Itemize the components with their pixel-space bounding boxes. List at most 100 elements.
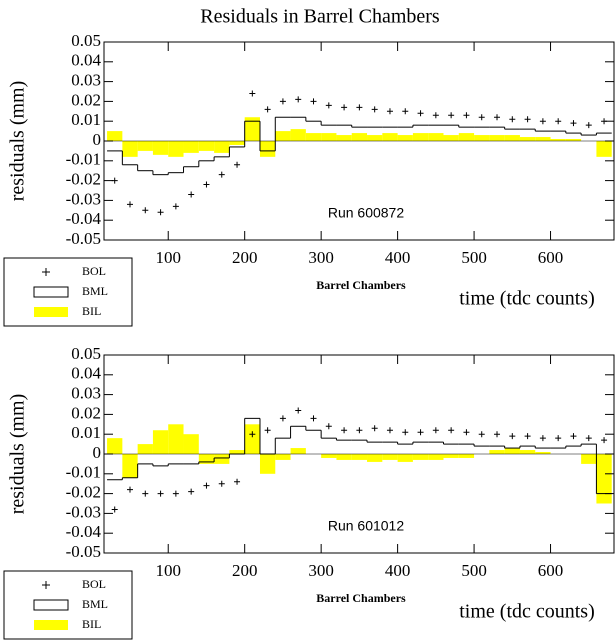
bar — [305, 133, 322, 141]
marker — [463, 112, 470, 119]
bar — [351, 454, 368, 460]
marker — [570, 433, 577, 440]
bar — [504, 448, 520, 454]
bar — [198, 454, 215, 464]
bar — [458, 133, 475, 141]
y-axis-label: residuals (mm) — [7, 81, 29, 202]
y-tick-label: 0.01 — [71, 110, 101, 129]
bar — [397, 135, 413, 141]
bar — [550, 139, 566, 141]
bar — [244, 117, 260, 141]
bar — [443, 454, 459, 458]
marker — [218, 171, 225, 178]
annotation: Run 601012 — [328, 518, 405, 534]
bar — [137, 141, 153, 151]
x-axis-sublabel: Barrel Chambers — [316, 278, 406, 292]
legend-symbol — [33, 599, 69, 611]
bar — [107, 438, 123, 454]
x-tick-label: 600 — [538, 248, 564, 267]
y-tick-label: -0.01 — [66, 463, 101, 482]
bar — [321, 133, 337, 141]
bar — [229, 450, 245, 454]
marker — [310, 415, 317, 422]
bar — [244, 424, 260, 454]
bar — [489, 450, 505, 454]
bar — [229, 141, 245, 145]
bar — [290, 129, 306, 141]
bar — [321, 454, 337, 458]
marker — [555, 435, 562, 442]
legend-label: BML — [82, 597, 108, 611]
bar — [168, 141, 184, 157]
y-tick-label: 0.05 — [71, 31, 101, 50]
marker — [509, 433, 516, 440]
bar — [137, 444, 153, 454]
bar — [214, 141, 230, 153]
bar — [382, 454, 398, 460]
bar — [198, 141, 215, 151]
marker — [234, 478, 241, 485]
y-tick-label: -0.01 — [66, 150, 101, 169]
legend-label: BIL — [82, 304, 101, 318]
y-tick-label: 0 — [93, 443, 102, 462]
marker — [402, 429, 409, 436]
marker — [249, 90, 256, 97]
x-tick-label: 500 — [461, 561, 487, 580]
marker — [279, 415, 286, 422]
bar — [214, 454, 230, 464]
marker — [524, 116, 531, 123]
marker — [142, 490, 149, 497]
bar — [412, 454, 429, 460]
chart-title: Residuals in Barrel Chambers — [200, 6, 440, 28]
x-tick-label: 100 — [155, 248, 181, 267]
marker — [371, 106, 378, 113]
annotation: Run 600872 — [328, 205, 405, 221]
bar — [107, 131, 123, 141]
bar — [519, 137, 536, 141]
bar — [259, 454, 276, 474]
bar — [428, 454, 444, 460]
marker — [157, 209, 164, 216]
marker — [295, 407, 302, 414]
marker — [356, 104, 363, 111]
marker — [555, 118, 562, 125]
legend-label: BOL — [82, 264, 106, 278]
legend: BOL BML BIL — [3, 257, 133, 327]
legend-symbol — [42, 581, 50, 589]
marker — [509, 116, 516, 123]
marker — [341, 427, 348, 434]
x-tick-label: 500 — [461, 248, 487, 267]
bar — [581, 454, 597, 464]
marker — [279, 98, 286, 105]
x-tick-label: 300 — [308, 248, 334, 267]
y-tick-label: -0.05 — [66, 542, 101, 561]
legend-label: BOL — [82, 577, 106, 591]
bar — [565, 139, 582, 141]
marker — [386, 108, 393, 115]
legend-symbol — [33, 286, 69, 298]
marker — [417, 429, 424, 436]
bar — [519, 450, 536, 454]
bar — [259, 141, 276, 157]
marker — [325, 423, 332, 430]
x-tick-label: 100 — [155, 561, 181, 580]
marker — [249, 431, 256, 438]
marker — [432, 112, 439, 119]
bar — [428, 133, 444, 141]
marker — [448, 112, 455, 119]
bar — [489, 135, 505, 141]
bar — [336, 135, 352, 141]
y-tick-label: -0.04 — [66, 209, 102, 228]
y-tick-label: -0.02 — [66, 483, 101, 502]
marker — [494, 431, 501, 438]
x-tick-label: 400 — [385, 561, 411, 580]
marker — [157, 490, 164, 497]
bar — [596, 454, 612, 504]
marker — [203, 181, 210, 188]
legend-label: BML — [82, 284, 108, 298]
bar — [535, 452, 551, 454]
marker — [478, 114, 485, 121]
marker — [478, 431, 485, 438]
bar — [367, 135, 383, 141]
y-tick-label: -0.02 — [66, 170, 101, 189]
